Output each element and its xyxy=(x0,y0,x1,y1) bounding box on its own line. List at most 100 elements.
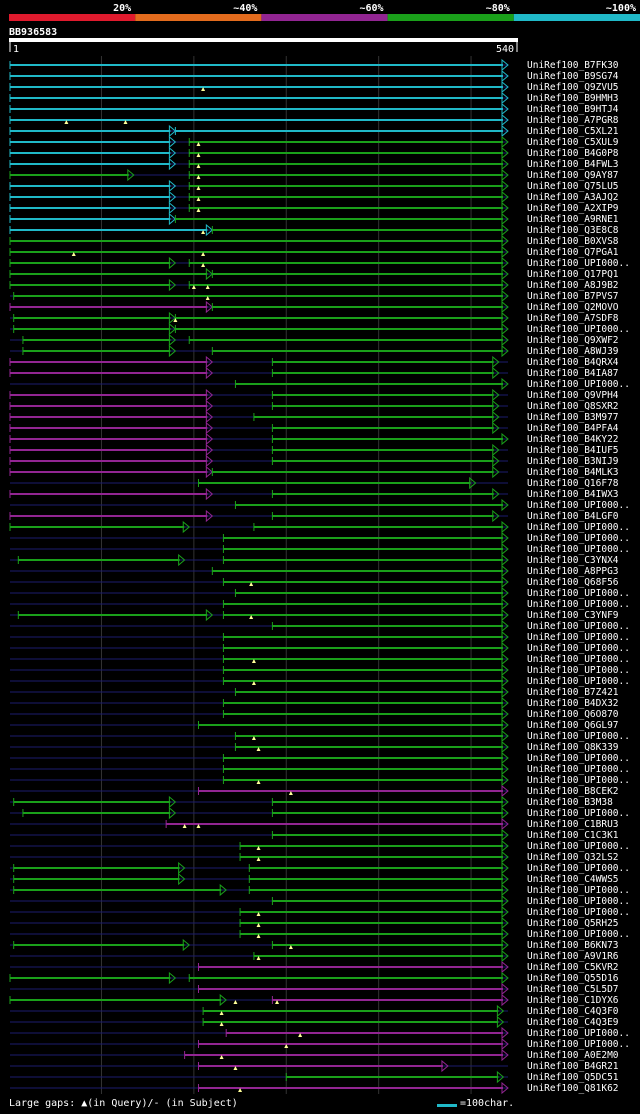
hit-label: UniRef100_UPI000.. xyxy=(527,676,630,687)
hit-row: UniRef100_B4FWL3 xyxy=(9,157,619,171)
hit-label: UniRef100_UPI000.. xyxy=(527,588,630,599)
hit-label: UniRef100_A3AJQ2 xyxy=(527,192,619,203)
hit-row: UniRef100_Q6GL97 xyxy=(10,718,619,732)
query-gap-marker xyxy=(238,1088,243,1092)
hit-row: UniRef100_C5L5D7 xyxy=(10,982,619,996)
hit-label: UniRef100_Q6O870 xyxy=(527,709,619,720)
segment-end-arrow xyxy=(205,608,214,622)
hit-row: UniRef100_A2XIP9 xyxy=(9,201,619,215)
segment-end-arrow xyxy=(501,729,509,743)
segment-end-arrow xyxy=(501,113,509,127)
hit-row: UniRef100_UPI000.. xyxy=(10,630,630,644)
segment-end-arrow xyxy=(492,454,500,468)
hit-label: UniRef100_UPI000.. xyxy=(527,324,630,335)
scale-legend: =100char. xyxy=(460,1098,515,1109)
hit-row: UniRef100_Q7PGA1 xyxy=(9,245,619,259)
segment-end-arrow xyxy=(127,168,135,182)
identity-legend: 20% ~40% ~60% ~80% ~100% xyxy=(9,3,640,21)
hit-label: UniRef100_A0E2M0 xyxy=(527,1050,619,1061)
hit-label: UniRef100_Q3E8C8 xyxy=(527,225,619,236)
hit-row: UniRef100_C4Q3F0 xyxy=(10,1004,619,1018)
segment-end-arrow xyxy=(501,575,509,589)
hit-label: UniRef100_B4QRX4 xyxy=(527,357,619,368)
hit-row: UniRef100_A7PGR8 xyxy=(9,113,619,127)
hit-label: UniRef100_B6KN73 xyxy=(527,940,619,951)
segment-end-arrow xyxy=(501,586,509,600)
segment-end-arrow xyxy=(501,927,509,941)
segment-end-arrow xyxy=(501,839,509,853)
segment-end-arrow xyxy=(205,366,214,380)
query-gap-marker xyxy=(256,857,261,861)
hit-row: UniRef100_B9HTJ4 xyxy=(9,102,619,116)
segment-end-arrow xyxy=(501,146,509,160)
ruler-end-label: 540 xyxy=(496,44,514,55)
hit-row: UniRef100_B4GR21 xyxy=(10,1059,619,1073)
hit-row: UniRef100_UPI000.. xyxy=(10,652,630,666)
hit-row: UniRef100_C5XL21 xyxy=(9,124,619,138)
hit-row: UniRef100_B4PFA4 xyxy=(9,421,619,435)
legend-swatch xyxy=(9,14,136,21)
legend-label: ~60% xyxy=(360,3,384,14)
segment-end-arrow xyxy=(492,410,500,424)
hit-row: UniRef100_UPI000.. xyxy=(10,861,630,875)
hit-label: UniRef100_B7Z421 xyxy=(527,687,619,698)
hit-row: UniRef100_B9SG74 xyxy=(9,69,619,83)
hit-label: UniRef100_C3YNF9 xyxy=(527,610,619,621)
hit-label: UniRef100_Q9AY87 xyxy=(527,170,619,181)
segment-end-arrow xyxy=(501,938,509,952)
segment-end-arrow xyxy=(501,58,509,72)
hit-row: UniRef100_A7SDF8 xyxy=(10,311,619,325)
hit-row: UniRef100_B4IUF5 xyxy=(9,443,619,457)
hit-row: UniRef100_A3AJQ2 xyxy=(9,190,619,204)
hit-label: UniRef100_B4GR21 xyxy=(527,1061,619,1072)
hit-label: UniRef100_B9SG74 xyxy=(527,71,619,82)
hit-label: UniRef100_Q68F56 xyxy=(527,577,619,588)
hit-row: UniRef100_B4MLK3 xyxy=(9,465,619,479)
query-gap-marker xyxy=(256,923,261,927)
hit-label: UniRef100_B4KY22 xyxy=(527,434,619,445)
segment-end-arrow xyxy=(501,949,509,963)
query-gap-marker xyxy=(233,1066,238,1070)
hit-label: UniRef100_Q8K339 xyxy=(527,742,619,753)
segment-end-arrow xyxy=(205,223,214,237)
hit-label: UniRef100_Q9XWF2 xyxy=(527,335,619,346)
hit-label: UniRef100_Q17PQ1 xyxy=(527,269,619,280)
query-gap-marker xyxy=(201,87,206,91)
hit-label: UniRef100_Q32LS2 xyxy=(527,852,619,863)
hit-label: UniRef100_UPI000.. xyxy=(527,885,630,896)
hit-label: UniRef100_B4IA87 xyxy=(527,368,619,379)
segment-end-arrow xyxy=(501,993,509,1007)
query-gap-marker xyxy=(201,263,206,267)
segment-end-arrow xyxy=(501,553,509,567)
hit-label: UniRef100_Q7PGA1 xyxy=(527,247,619,258)
hit-label: UniRef100_A8WJ39 xyxy=(527,346,619,357)
hit-label: UniRef100_UPI000.. xyxy=(527,632,630,643)
segment-end-arrow xyxy=(492,366,500,380)
hit-label: UniRef100_UPI000.. xyxy=(527,533,630,544)
segment-end-arrow xyxy=(492,509,500,523)
hit-label: UniRef100_B8CEK2 xyxy=(527,786,619,797)
query-id: BB936583 xyxy=(9,27,57,38)
hit-row: UniRef100_UPI000.. xyxy=(10,542,630,556)
query-gap-marker xyxy=(182,824,187,828)
query-gap-marker xyxy=(196,197,201,201)
segment-end-arrow xyxy=(501,564,509,578)
hit-label: UniRef100_C4WWS5 xyxy=(527,874,619,885)
segment-end-arrow xyxy=(501,300,509,314)
segment-end-arrow xyxy=(501,91,509,105)
hit-row: UniRef100_UPI000.. xyxy=(10,619,630,633)
hit-label: UniRef100_UPI000.. xyxy=(527,753,630,764)
segment-end-arrow xyxy=(501,685,509,699)
segment-end-arrow xyxy=(168,135,177,149)
hit-label: UniRef100_B7PVS7 xyxy=(527,291,619,302)
hit-row: UniRef100_B0XVS8 xyxy=(9,234,619,248)
segment-end-arrow xyxy=(501,971,509,985)
query-gap-marker xyxy=(196,153,201,157)
segment-end-arrow xyxy=(496,1015,505,1029)
segment-end-arrow xyxy=(501,718,509,732)
hit-row: UniRef100_Q8SXR2 xyxy=(9,399,619,413)
hit-row: UniRef100_Q9ZVU5 xyxy=(9,80,619,94)
legend-swatch xyxy=(261,14,388,21)
hit-label: UniRef100_UPI000.. xyxy=(527,544,630,555)
query-gap-marker xyxy=(251,681,256,685)
